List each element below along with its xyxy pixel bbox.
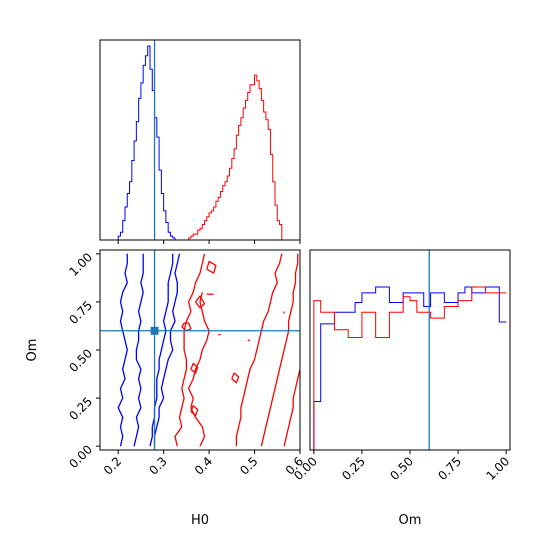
hist-om-xtick-label-3: 0.75 (435, 454, 464, 483)
contour-blue-3 (149, 253, 174, 447)
hist-om-xtick-label-4: 1.00 (483, 454, 512, 483)
hist-om-xtick-label-2: 0.50 (387, 454, 416, 483)
joint-ytick-label-0: 0.00 (66, 442, 95, 471)
hist-om-xlabel: Om (399, 513, 422, 528)
joint-frame (99, 249, 301, 451)
joint-xlabel: H0 (191, 513, 209, 528)
hist-h0-background (100, 40, 300, 240)
contour-blue-0 (117, 253, 128, 447)
hist-om-frame (309, 249, 511, 451)
joint-xtick-label-1: 0.3 (146, 454, 169, 477)
contour-red-9 (181, 322, 192, 332)
contour-red-10 (194, 295, 206, 309)
hist-om-series-blue (313, 286, 507, 450)
joint-xtick-label-0: 0.2 (101, 454, 124, 477)
joint-xtick-label-2: 0.4 (192, 454, 215, 477)
joint-ylabel: Om (25, 339, 40, 362)
hist-h0-frame (99, 39, 301, 241)
contour-red-5 (187, 292, 210, 447)
contour-red-14 (231, 372, 240, 384)
joint-xtick-label-3: 0.5 (237, 454, 260, 477)
joint-ytick-label-4: 1.00 (66, 250, 95, 279)
contour-red-6 (235, 253, 283, 447)
joint-contours (117, 253, 300, 447)
contour-red-13 (190, 405, 199, 417)
joint-truth-marker (150, 326, 159, 335)
hist-h0-panel (99, 39, 301, 244)
joint-ytick-label-3: 0.75 (66, 298, 95, 327)
contour-red-7 (260, 253, 299, 447)
contour-blue-1 (133, 253, 144, 447)
joint-ytick-label-2: 0.50 (66, 346, 95, 375)
contour-blue-2 (153, 253, 181, 447)
contour-red-8 (283, 369, 300, 447)
contour-red-4 (174, 253, 206, 447)
hist-om-series-red (313, 286, 507, 450)
joint-ytick-label-1: 0.25 (66, 394, 95, 423)
contour-red-12 (206, 260, 217, 274)
hist-om-xtick-label-1: 0.25 (339, 454, 368, 483)
contour-red-11 (190, 362, 199, 374)
